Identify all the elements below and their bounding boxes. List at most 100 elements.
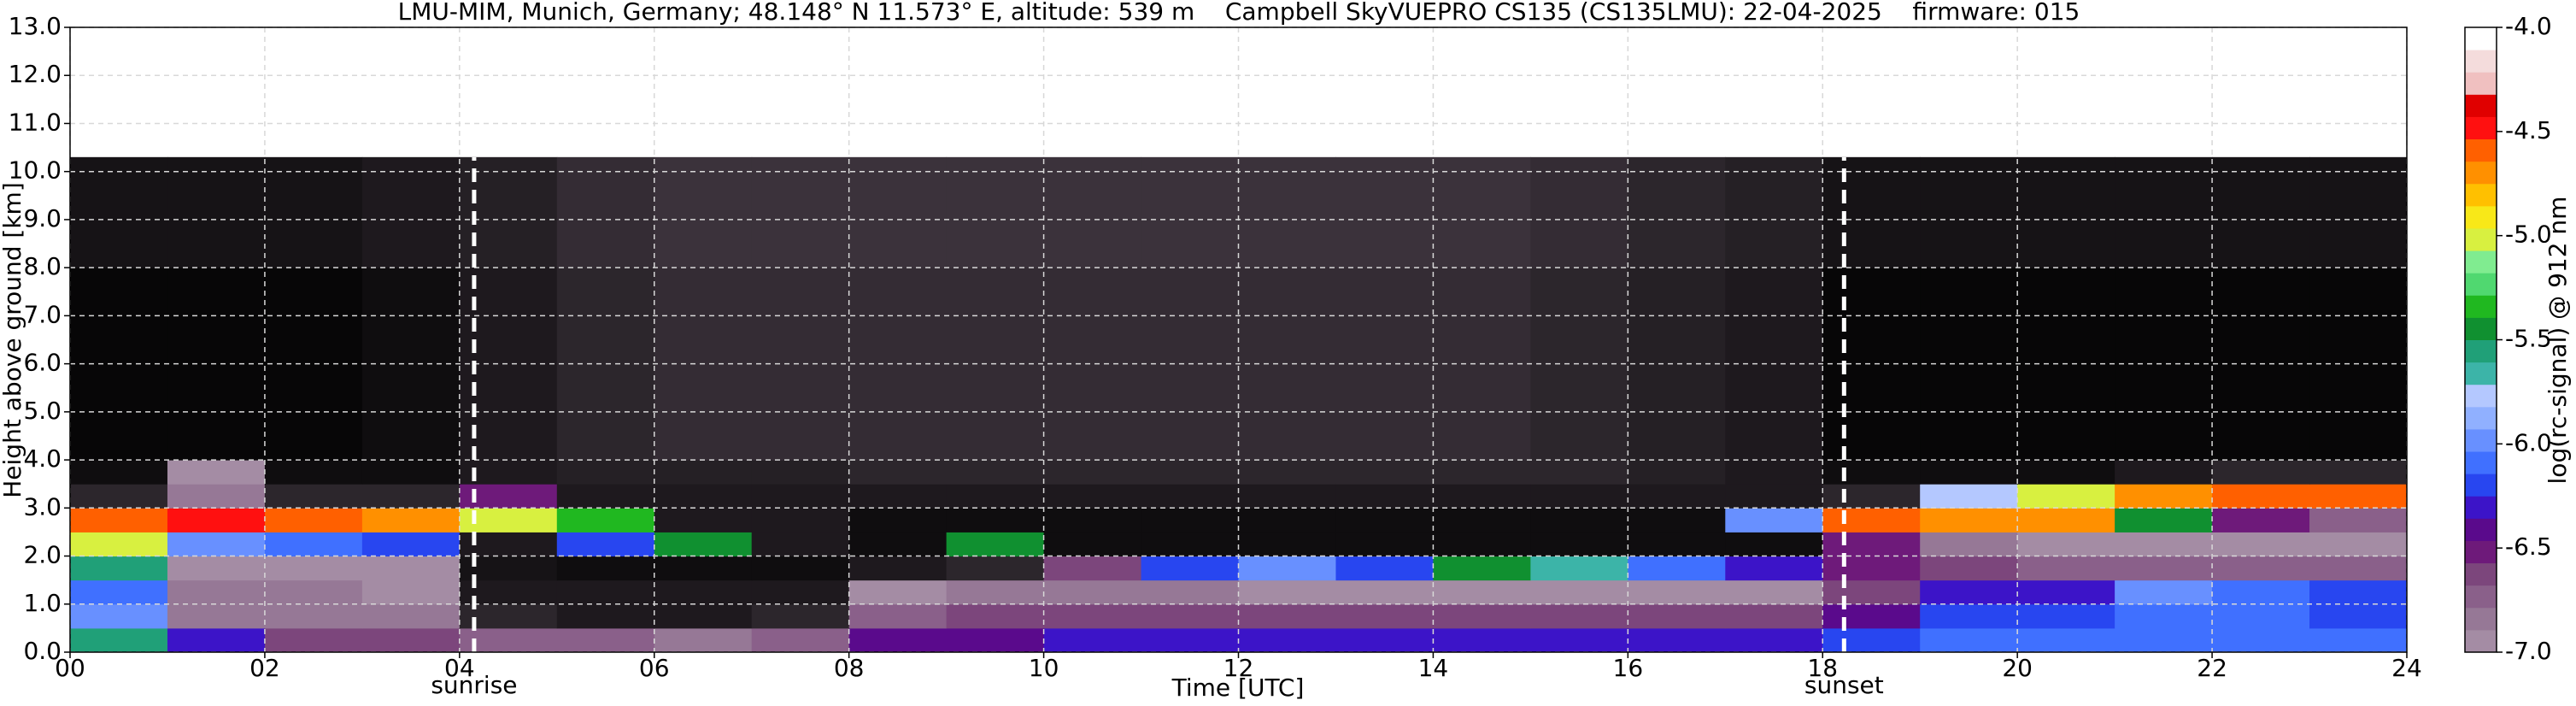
- heatmap-cell: [1335, 603, 1434, 629]
- heatmap-cell: [1530, 603, 1628, 629]
- heatmap-cell: [1141, 556, 1239, 581]
- heatmap-cell: [1043, 580, 1142, 605]
- heatmap-cell: [946, 627, 1045, 653]
- y-tick-label: 9.0: [23, 204, 62, 232]
- heatmap-cell: [2212, 460, 2310, 485]
- heatmap-cell: [1822, 532, 1921, 557]
- heatmap-cell: [1920, 460, 2018, 485]
- heatmap-cell: [654, 532, 753, 557]
- heatmap-cell: [556, 627, 655, 653]
- heatmap-cell: [1530, 156, 1628, 268]
- heatmap-cell: [1822, 156, 1921, 268]
- heatmap-cell: [848, 460, 948, 485]
- y-tick-label: 0.0: [23, 637, 62, 665]
- heatmap-cell: [2309, 603, 2408, 629]
- heatmap-cell: [848, 603, 948, 629]
- y-axis-label: Height above ground [km]: [0, 182, 26, 498]
- heatmap-cell: [264, 508, 363, 532]
- colorbar-swatch: [2465, 317, 2497, 340]
- heatmap-cell: [1725, 532, 1823, 557]
- heatmap-cell: [751, 532, 850, 557]
- colorbar-tick-label: -4.0: [2505, 12, 2552, 40]
- heatmap-cell: [2017, 580, 2115, 605]
- colorbar-swatch: [2465, 161, 2497, 185]
- heatmap-cell: [1335, 484, 1434, 509]
- heatmap-cell: [1725, 484, 1823, 509]
- heatmap-cell: [1628, 627, 1726, 653]
- heatmap-cell: [1238, 627, 1336, 653]
- heatmap-cell: [2212, 532, 2310, 557]
- heatmap-cell: [1530, 508, 1628, 532]
- heatmap-cell: [2309, 484, 2408, 509]
- heatmap-cell: [1433, 532, 1531, 557]
- heatmap-cell: [1141, 156, 1239, 268]
- x-tick-label: 18: [1807, 654, 1838, 682]
- heatmap-cell: [751, 580, 850, 605]
- heatmap-cell: [946, 508, 1045, 532]
- heatmap-cell: [1920, 508, 2018, 532]
- colorbar-swatch: [2465, 518, 2497, 541]
- heatmap-cell: [946, 603, 1045, 629]
- heatmap-cell: [2212, 580, 2310, 605]
- heatmap-cell: [1238, 460, 1336, 485]
- colorbar-swatch: [2465, 250, 2497, 274]
- heatmap-cell: [167, 156, 266, 268]
- heatmap-cell: [654, 484, 753, 509]
- heatmap-cell: [361, 556, 461, 581]
- heatmap-cell: [654, 556, 753, 581]
- heatmap-cell: [361, 627, 461, 653]
- heatmap-cell: [167, 460, 266, 485]
- heatmap-cell: [2115, 627, 2213, 653]
- colorbar-tick-label: -5.0: [2505, 221, 2552, 249]
- colorbar-tick-label: -6.0: [2505, 428, 2552, 456]
- heatmap-cell: [2017, 508, 2115, 532]
- heatmap-cell: [654, 508, 753, 532]
- heatmap-cell: [1238, 484, 1336, 509]
- heatmap-cell: [848, 484, 948, 509]
- heatmap-cell: [1530, 460, 1628, 485]
- heatmap-cell: [1433, 627, 1531, 653]
- heatmap-cell: [1920, 532, 2018, 557]
- heatmap-cell: [1822, 627, 1921, 653]
- colorbar-swatch: [2465, 27, 2497, 50]
- heatmap-cell: [2115, 156, 2213, 268]
- heatmap-cell: [2309, 156, 2408, 268]
- heatmap-cell: [167, 532, 266, 557]
- heatmap-cell: [2017, 627, 2115, 653]
- heatmap-cell: [361, 460, 461, 485]
- heatmap-cell: [751, 156, 850, 268]
- heatmap-cell: [654, 627, 753, 653]
- heatmap-cell: [1628, 580, 1726, 605]
- y-tick-label: 4.0: [23, 444, 62, 473]
- heatmap-cell: [848, 580, 948, 605]
- colorbar-tick-label: -6.5: [2505, 532, 2552, 561]
- heatmap-cell: [556, 532, 655, 557]
- heatmap-cell: [264, 532, 363, 557]
- colorbar-swatch: [2465, 428, 2497, 452]
- colorbar-swatch: [2465, 183, 2497, 207]
- heatmap-cell: [167, 556, 266, 581]
- heatmap-cell: [264, 603, 363, 629]
- heatmap-cell: [2212, 627, 2310, 653]
- heatmap-cell: [2017, 460, 2115, 485]
- x-tick-label: 12: [1223, 654, 1254, 682]
- heatmap-cell: [1238, 156, 1336, 268]
- x-tick-label: 10: [1029, 654, 1059, 682]
- heatmap-cell: [1628, 556, 1726, 581]
- colorbar-swatch: [2465, 496, 2497, 519]
- heatmap-cell: [1530, 580, 1628, 605]
- y-tick-label: 13.0: [9, 12, 62, 40]
- heatmap-cell: [1725, 603, 1823, 629]
- heatmap-cell: [1141, 508, 1239, 532]
- heatmap-cell: [2115, 484, 2213, 509]
- heatmap-cell: [2115, 532, 2213, 557]
- heatmap-cell: [2212, 556, 2310, 581]
- heatmap-cell: [1238, 603, 1336, 629]
- heatmap-cell: [2309, 580, 2408, 605]
- heatmap-cell: [1141, 603, 1239, 629]
- heatmap-cell: [1335, 627, 1434, 653]
- colorbar-swatch: [2465, 540, 2497, 564]
- colorbar-swatch: [2465, 295, 2497, 318]
- heatmap-cell: [1141, 484, 1239, 509]
- heatmap-cell: [556, 603, 655, 629]
